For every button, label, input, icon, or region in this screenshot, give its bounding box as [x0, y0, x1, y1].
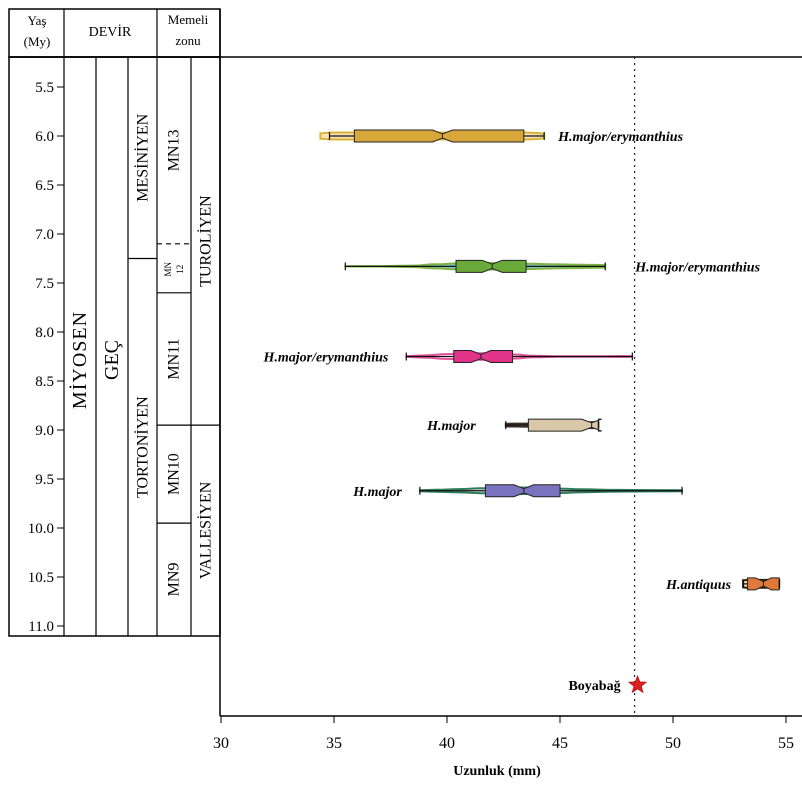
box	[453, 350, 514, 363]
series-label: H.major	[426, 419, 476, 434]
plot-area: 30 35 40 45 50 55 Uzunluk (mm) Boyabağ H.major/e…	[213, 57, 802, 779]
header-zone: zonu	[175, 33, 201, 48]
x-tick-label: 55	[778, 735, 794, 752]
box	[455, 259, 527, 273]
y-tick-label: 10.0	[28, 521, 54, 537]
header-mammal: Memeli	[168, 12, 209, 27]
box	[353, 129, 525, 143]
series-label: H.major/erymanthius	[634, 260, 760, 275]
header-age-label: Yaş	[28, 13, 47, 28]
y-tick-label: 10.5	[28, 570, 54, 586]
x-axis-title: Uzunluk (mm)	[453, 764, 541, 779]
series-label: H.major/erymanthius	[557, 130, 683, 145]
y-tick-label: 7.0	[35, 227, 54, 243]
series-label: H.antiquus	[665, 578, 732, 593]
epoch-label: MİYOSEN	[68, 311, 91, 409]
header-age-unit: (My)	[24, 34, 51, 49]
y-tick-label: 7.5	[35, 276, 54, 292]
box	[527, 418, 602, 432]
header-devir: DEVİR	[89, 24, 132, 40]
y-tick-label: 9.0	[35, 423, 54, 439]
reference-star	[627, 674, 648, 694]
x-tick-label: 30	[213, 735, 229, 752]
mn-label: MN13	[166, 130, 183, 172]
mn-label: MN9	[166, 563, 183, 597]
reference-label: Boyabağ	[568, 679, 620, 694]
y-tick-label: 8.0	[35, 325, 54, 341]
y-tick-label: 8.5	[35, 374, 54, 390]
x-tick-label: 35	[326, 735, 342, 752]
mn-label: MN11	[166, 338, 183, 379]
y-tick-label: 5.5	[35, 80, 54, 96]
mn-label: MN	[163, 262, 173, 277]
series-label: H.major/erymanthius	[262, 351, 388, 366]
mn-label: MN10	[166, 453, 183, 495]
y-tick-label: 9.5	[35, 472, 54, 488]
mammal-stage-label: VALLESİYEN	[197, 481, 215, 579]
stratigraphy-panel: Yaş (My) DEVİR Memeli zonu 5.5 6.0 6.5 7.0 7.5 8.0…	[8, 8, 802, 716]
mammal-stage-label: TUROLİYEN	[197, 195, 215, 287]
series-label: H.major	[352, 485, 402, 500]
box	[484, 484, 561, 498]
x-tick-label: 50	[665, 735, 681, 752]
stage-label: MESİNİYEN	[134, 113, 152, 201]
x-tick-label: 40	[439, 735, 455, 752]
y-tick-label: 6.0	[35, 129, 54, 145]
y-tick-label: 11.0	[28, 619, 54, 635]
mn-label: 12	[175, 265, 185, 274]
stage-label: TORTONİYEN	[134, 396, 152, 498]
subepoch-label: GEÇ	[101, 340, 123, 380]
y-tick-label: 6.5	[35, 178, 54, 194]
x-tick-label: 45	[552, 735, 568, 752]
